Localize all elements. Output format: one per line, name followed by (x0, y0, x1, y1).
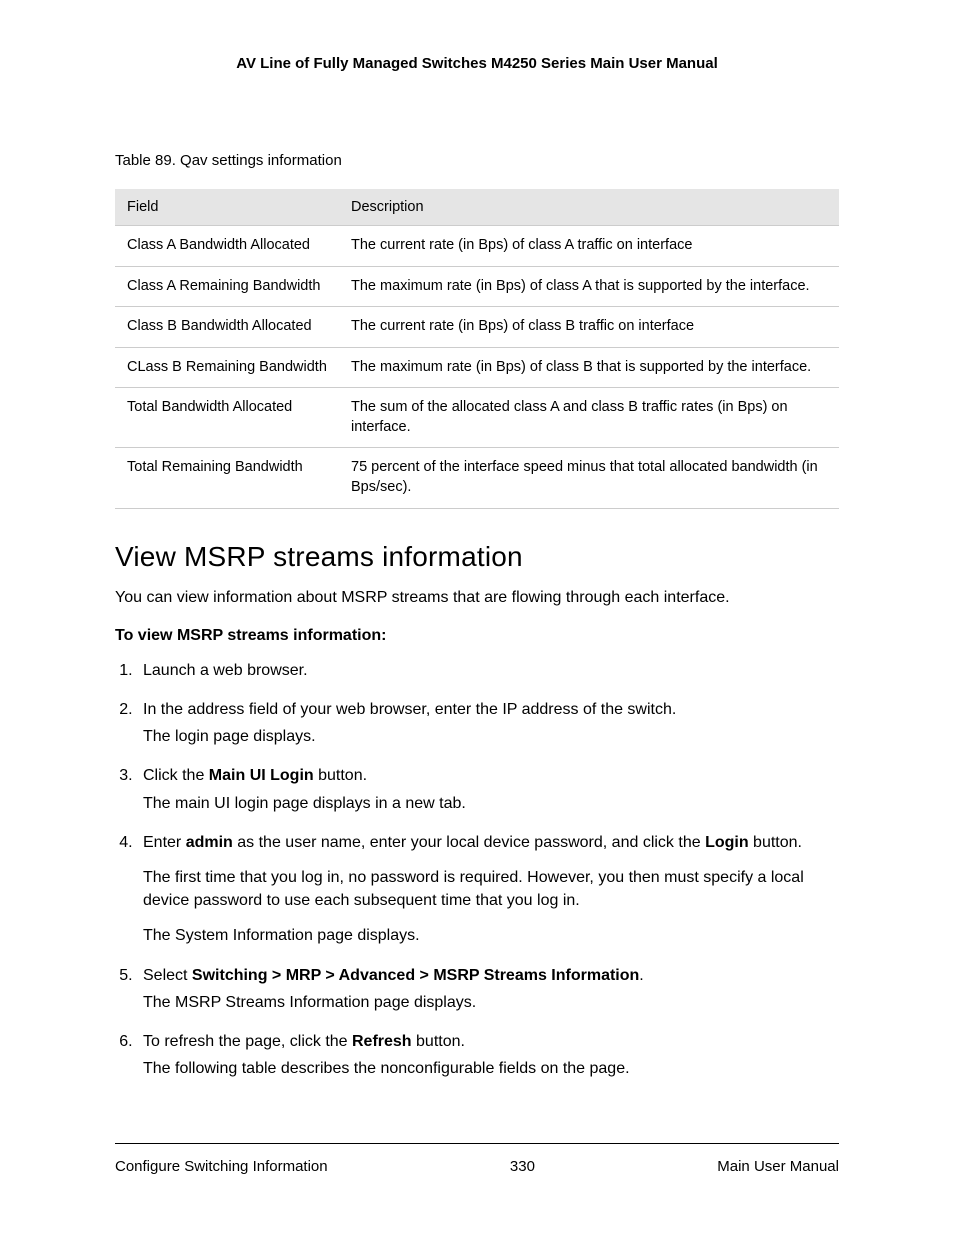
section-subheading: To view MSRP streams information: (115, 627, 839, 645)
document-page: AV Line of Fully Managed Switches M4250 … (0, 0, 954, 1235)
step-text-bold: Login (705, 834, 749, 851)
section-intro-text: You can view information about MSRP stre… (115, 587, 839, 609)
step-subtext: The following table describes the noncon… (143, 1057, 839, 1080)
step-text-post: button. (412, 1033, 465, 1050)
step-text-bold: admin (186, 834, 233, 851)
cell-description: 75 percent of the interface speed minus … (339, 448, 839, 508)
step-text-pre: To refresh the page, click the (143, 1033, 352, 1050)
step-text-post: . (639, 967, 643, 984)
document-header-title: AV Line of Fully Managed Switches M4250 … (115, 55, 839, 72)
step-text: In the address field of your web browser… (143, 701, 676, 718)
step-subtext: The login page displays. (143, 725, 839, 748)
list-item: Enter admin as the user name, enter your… (137, 831, 839, 948)
cell-field: Total Remaining Bandwidth (115, 448, 339, 508)
qav-settings-table: Field Description Class A Bandwidth Allo… (115, 189, 839, 509)
page-footer: Configure Switching Information 330 Main… (115, 1143, 839, 1175)
table-row: Class A Remaining Bandwidth The maximum … (115, 266, 839, 307)
steps-list: Launch a web browser. In the address fie… (115, 659, 839, 1080)
step-subtext: The main UI login page displays in a new… (143, 792, 839, 815)
cell-description: The maximum rate (in Bps) of class A tha… (339, 266, 839, 307)
list-item: Launch a web browser. (137, 659, 839, 682)
step-text-post: button. (314, 767, 367, 784)
step-text-pre: Click the (143, 767, 209, 784)
table-row: Class A Bandwidth Allocated The current … (115, 226, 839, 267)
step-paragraph: The System Information page displays. (143, 924, 839, 947)
step-text-mid: as the user name, enter your local devic… (233, 834, 705, 851)
table-row: CLass B Remaining Bandwidth The maximum … (115, 347, 839, 388)
step-subtext: The MSRP Streams Information page displa… (143, 991, 839, 1014)
cell-field: CLass B Remaining Bandwidth (115, 347, 339, 388)
footer-page-number: 330 (510, 1158, 535, 1175)
step-text-bold: Main UI Login (209, 767, 314, 784)
cell-description: The current rate (in Bps) of class A tra… (339, 226, 839, 267)
list-item: To refresh the page, click the Refresh b… (137, 1030, 839, 1080)
cell-description: The current rate (in Bps) of class B tra… (339, 307, 839, 348)
table-caption: Table 89. Qav settings information (115, 152, 839, 169)
list-item: Click the Main UI Login button. The main… (137, 764, 839, 814)
footer-left: Configure Switching Information (115, 1158, 328, 1175)
table-row: Total Bandwidth Allocated The sum of the… (115, 388, 839, 448)
cell-field: Class B Bandwidth Allocated (115, 307, 339, 348)
footer-right: Main User Manual (717, 1158, 839, 1175)
table-row: Total Remaining Bandwidth 75 percent of … (115, 448, 839, 508)
cell-description: The maximum rate (in Bps) of class B tha… (339, 347, 839, 388)
step-text-post: button. (749, 834, 802, 851)
col-field: Field (115, 189, 339, 226)
list-item: In the address field of your web browser… (137, 698, 839, 748)
step-text-pre: Select (143, 967, 192, 984)
step-text-pre: Enter (143, 834, 186, 851)
table-header-row: Field Description (115, 189, 839, 226)
cell-field: Class A Bandwidth Allocated (115, 226, 339, 267)
section-heading: View MSRP streams information (115, 541, 839, 573)
table-row: Class B Bandwidth Allocated The current … (115, 307, 839, 348)
cell-field: Total Bandwidth Allocated (115, 388, 339, 448)
cell-description: The sum of the allocated class A and cla… (339, 388, 839, 448)
cell-field: Class A Remaining Bandwidth (115, 266, 339, 307)
col-description: Description (339, 189, 839, 226)
list-item: Select Switching > MRP > Advanced > MSRP… (137, 964, 839, 1014)
step-text-bold: Switching > MRP > Advanced > MSRP Stream… (192, 967, 639, 984)
step-paragraph: The first time that you log in, no passw… (143, 866, 839, 912)
step-text: Launch a web browser. (143, 662, 308, 679)
step-text-bold: Refresh (352, 1033, 412, 1050)
